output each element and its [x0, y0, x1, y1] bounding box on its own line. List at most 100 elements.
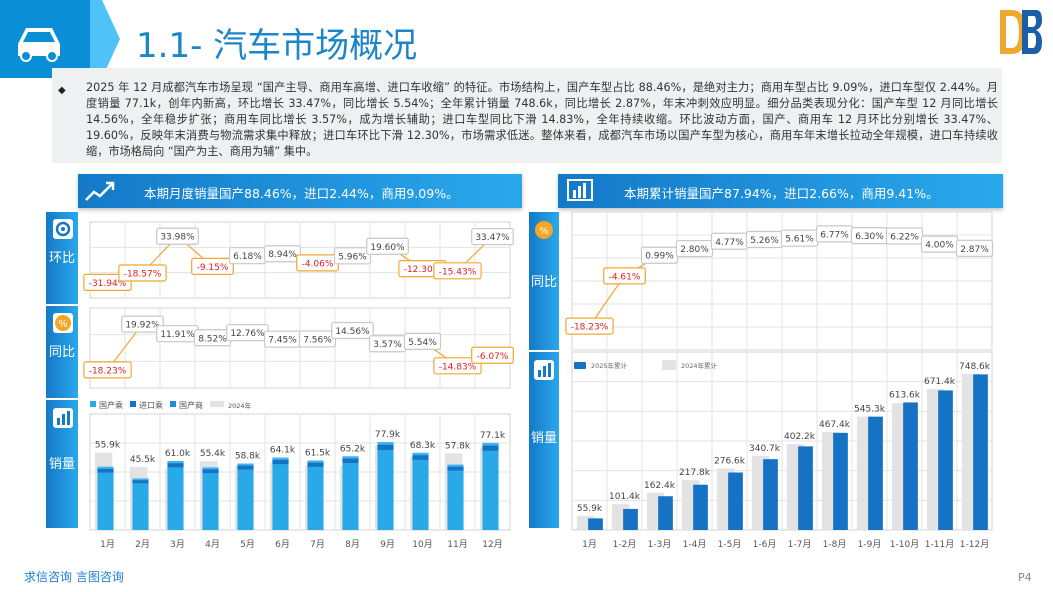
bar-segment: [447, 464, 464, 467]
x-tick-label: 5月: [240, 539, 255, 550]
bar-chart-icon: [534, 360, 554, 380]
bar: [237, 463, 254, 530]
x-tick-label: 1-3月: [648, 539, 672, 550]
data-label: -12.30%: [404, 265, 442, 275]
data-label-box: [433, 262, 482, 280]
bar-segment: [377, 444, 394, 450]
x-tick-label: 12月: [482, 539, 502, 550]
legend-swatch: [574, 362, 586, 369]
bar-segment: [482, 442, 499, 446]
data-label: 3.57%: [373, 340, 402, 350]
bar: [97, 466, 114, 530]
bar-segment: [307, 462, 324, 467]
bar-value-label: 58.8k: [235, 452, 261, 462]
bar-segment: [272, 457, 289, 460]
x-tick-label: 1-6月: [753, 539, 777, 550]
legend-swatch: [210, 401, 224, 407]
bar-segment: [482, 445, 499, 451]
bar: [763, 459, 778, 530]
bar-value-label: 64.1k: [270, 446, 296, 456]
x-tick-label: 1-2月: [613, 539, 637, 550]
side-label-cum-yoy: 同比: [530, 275, 557, 290]
bar: [798, 446, 813, 530]
bar-value-label: 101.4k: [609, 492, 641, 502]
legend-label: 国产商: [179, 400, 203, 410]
legend-swatch: [170, 401, 176, 407]
bar: [903, 402, 918, 530]
data-label-box: [471, 346, 514, 364]
bar-value-label: 276.6k: [714, 456, 746, 466]
bar-segment: [202, 467, 219, 470]
bar: [623, 508, 638, 530]
chart-cumulative-sales: 55.9k 1月 101.4k 1-2月 162.4k 1-3月 217.8k 1-4月 276…: [571, 351, 993, 550]
bar: [377, 442, 394, 530]
percent-icon: %: [534, 220, 554, 240]
legend-swatch: [130, 401, 136, 407]
data-label-box: [565, 317, 614, 335]
bar-value-label: 748.6k: [959, 362, 991, 372]
right-banner-text: 本期累计销量国产87.94%，进口2.66%，商用9.41%。: [624, 186, 939, 201]
bar-value-label: 55.9k: [95, 441, 121, 451]
x-tick-label: 1-10月: [890, 539, 919, 550]
data-label: -4.06%: [302, 259, 334, 269]
svg-text:%: %: [539, 226, 549, 237]
bar-value-label: 217.8k: [679, 468, 711, 478]
x-tick-label: 6月: [275, 539, 290, 550]
bar-value-label: 671.4k: [924, 377, 956, 387]
data-label: 5.61%: [785, 235, 814, 245]
data-label: -31.94%: [89, 279, 127, 289]
bar: [202, 467, 219, 530]
bar-value-label: 68.3k: [410, 441, 436, 451]
data-label: 33.98%: [160, 233, 195, 243]
legend-swatch: [662, 360, 676, 370]
bar: [693, 484, 708, 530]
chart-monthly-yoy: -18.23% 19.92%11.91% 8.52%12.76%7.45% 7.56%…: [83, 307, 514, 389]
bar: [482, 442, 499, 530]
bar-segment: [377, 442, 394, 445]
legend-label: 进口乘: [139, 400, 163, 410]
data-label: -4.61%: [609, 272, 641, 282]
data-label: -18.23%: [571, 323, 609, 333]
bar-value-label: 65.2k: [340, 444, 366, 454]
x-tick-label: 1月: [100, 539, 115, 550]
x-tick-label: 10月: [412, 539, 432, 550]
data-label: -18.57%: [124, 269, 162, 279]
side-panel-cum-sales: 销量: [529, 352, 559, 528]
data-label: 0.99%: [645, 252, 674, 262]
footer-link[interactable]: 求信咨询 言图咨询: [24, 570, 124, 584]
data-label: 6.18%: [233, 252, 262, 262]
side-label-mom: 环比: [48, 251, 75, 266]
side-panel-yoy: % 同比: [46, 306, 78, 398]
data-label: 8.94%: [268, 250, 297, 260]
data-label-box: [366, 237, 409, 255]
data-label: -15.43%: [439, 267, 477, 277]
bar: [588, 518, 603, 530]
data-label: 7.45%: [268, 336, 297, 346]
bar: [307, 460, 324, 530]
data-label: 5.54%: [408, 338, 437, 348]
data-label: 2.87%: [960, 245, 989, 255]
legend-cumulative: 2025年累计 2024年累计: [574, 360, 718, 370]
bar: [342, 456, 359, 530]
data-label: 14.56%: [335, 327, 370, 337]
bar: [447, 464, 464, 530]
data-label: 5.26%: [750, 236, 779, 246]
bar-value-label: 162.4k: [644, 481, 676, 491]
data-label-box: [955, 239, 994, 257]
bar: [728, 472, 743, 530]
bar-chart-icon: [53, 408, 73, 428]
data-label: 33.47%: [475, 233, 510, 243]
x-tick-label: 1-7月: [788, 539, 812, 550]
x-tick-label: 1-11月: [925, 539, 954, 550]
bar-segment: [132, 480, 149, 484]
percent-icon: %: [53, 313, 73, 333]
data-label-box: [121, 315, 164, 333]
bar-segment: [97, 466, 114, 469]
data-label: 11.91%: [160, 330, 195, 340]
bar: [132, 478, 149, 530]
page-number: P4: [1018, 571, 1032, 584]
x-tick-label: 1月: [582, 539, 597, 550]
side-label-sales: 销量: [48, 457, 75, 472]
x-tick-label: 11月: [447, 539, 467, 550]
legend-label: 国产乘: [99, 400, 123, 410]
